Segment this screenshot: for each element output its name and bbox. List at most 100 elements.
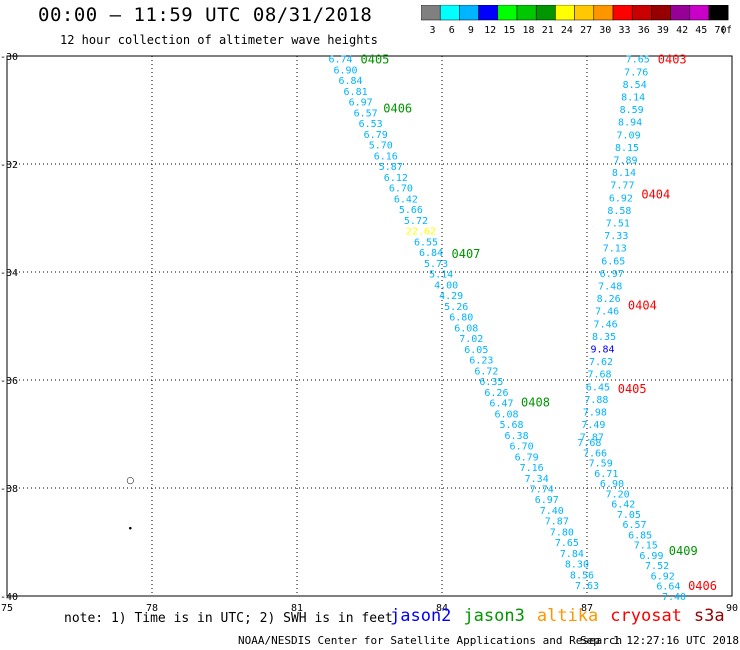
track-a-swh-value: 6.08 bbox=[494, 409, 518, 420]
track-a-swh-value: 6.72 bbox=[474, 366, 498, 377]
track-c-swh-value: 7.15 bbox=[634, 541, 658, 552]
colorbar-label-0: 3 bbox=[430, 25, 436, 36]
track-c-swh-value: 6.90 bbox=[600, 479, 624, 490]
colorbar-swatch-15 bbox=[708, 5, 729, 21]
track-a-swh-value: 7.80 bbox=[550, 527, 574, 538]
track-b-swh-value: 8.94 bbox=[618, 118, 642, 129]
track-a-swh-value: 6.38 bbox=[505, 431, 529, 442]
track-a-swh-value: 6.81 bbox=[344, 87, 368, 98]
x-tick-label: 87 bbox=[581, 603, 593, 614]
colorbar-label-12: 39 bbox=[657, 25, 669, 36]
track-a-swh-value: 6.84 bbox=[339, 76, 363, 87]
track-b-swh-value: 7.77 bbox=[610, 181, 634, 192]
credit-text: NOAA/NESDIS Center for Satellite Applica… bbox=[238, 634, 623, 647]
track-a-swh-value: 6.97 bbox=[349, 98, 373, 109]
plot-frame bbox=[6, 55, 733, 597]
track-c-swh-value: 6.57 bbox=[622, 520, 646, 531]
track-a-swh-value: 6.55 bbox=[414, 237, 438, 248]
track-b-swh-value: 7.46 bbox=[594, 319, 618, 330]
satellite-label-jason2: jason2 bbox=[390, 606, 452, 626]
track-a-swh-value: 7.87 bbox=[545, 517, 569, 528]
track-a-swh-value: 22.62 bbox=[406, 227, 436, 238]
track-c-time-label: 0406 bbox=[688, 579, 717, 593]
track-a-swh-value: 6.35 bbox=[479, 377, 503, 388]
track-a-swh-value: 6.79 bbox=[515, 452, 539, 463]
colorbar-label-2: 9 bbox=[468, 25, 474, 36]
track-c-time-label: 0409 bbox=[669, 544, 698, 558]
map-marker: • bbox=[128, 525, 133, 535]
track-a-swh-value: 6.16 bbox=[374, 151, 398, 162]
track-b-time-label: 0404 bbox=[628, 298, 657, 312]
track-b-swh-value: 7.88 bbox=[584, 395, 608, 406]
track-a-swh-value: 5.66 bbox=[399, 205, 423, 216]
track-a-swh-value: 7.16 bbox=[520, 463, 544, 474]
track-a-swh-value: 6.70 bbox=[510, 442, 534, 453]
track-a-swh-value: 6.26 bbox=[484, 388, 508, 399]
track-a-swh-value: 6.05 bbox=[464, 345, 488, 356]
track-c-swh-value: 6.92 bbox=[651, 571, 675, 582]
map-marker: ○ bbox=[126, 476, 134, 486]
track-b-swh-value: 8.35 bbox=[592, 332, 616, 343]
track-b-swh-value: 8.26 bbox=[597, 294, 621, 305]
x-tick-label: 90 bbox=[726, 603, 738, 614]
track-a-swh-value: 7.34 bbox=[525, 474, 549, 485]
track-c-swh-value: 6.64 bbox=[656, 582, 680, 593]
y-tick-label: -36 bbox=[0, 376, 18, 387]
track-a-swh-value: 7.84 bbox=[560, 549, 584, 560]
track-a-swh-value: 6.23 bbox=[469, 356, 493, 367]
y-tick-label: -34 bbox=[0, 268, 18, 279]
y-tick-label: -38 bbox=[0, 484, 18, 495]
track-b-swh-value: 7.09 bbox=[617, 130, 641, 141]
track-a-swh-value: 6.53 bbox=[359, 119, 383, 130]
footer-note: note: 1) Time is in UTC; 2) SWH is in fe… bbox=[64, 611, 393, 626]
track-a-swh-value: 4.29 bbox=[439, 291, 463, 302]
track-a-swh-value: 4.00 bbox=[434, 280, 458, 291]
colorbar-label-10: 33 bbox=[618, 25, 630, 36]
track-b-swh-value: 8.59 bbox=[620, 105, 644, 116]
track-b-swh-value: 7.89 bbox=[613, 156, 637, 167]
track-c-swh-value: 6.99 bbox=[639, 551, 663, 562]
colorbar-label-13: 42 bbox=[676, 25, 688, 36]
track-b-swh-value: 6.45 bbox=[586, 382, 610, 393]
track-a-swh-value: 5.68 bbox=[499, 420, 523, 431]
track-a-swh-value: 8.56 bbox=[570, 570, 594, 581]
track-b-swh-value: 7.48 bbox=[598, 282, 622, 293]
track-c-swh-value: 7.20 bbox=[606, 489, 630, 500]
y-tick-label: -30 bbox=[0, 52, 18, 63]
track-b-swh-value: 6.92 bbox=[609, 193, 633, 204]
track-b-swh-value: 7.98 bbox=[583, 408, 607, 419]
track-c-swh-value: 7.40 bbox=[662, 592, 686, 603]
colorbar-label-3: 12 bbox=[484, 25, 496, 36]
track-a-swh-value: 6.42 bbox=[394, 194, 418, 205]
colorbar-label-9: 30 bbox=[599, 25, 611, 36]
track-a-swh-value: 6.70 bbox=[389, 184, 413, 195]
generation-timestamp: Sep 1 12:27:16 UTC 2018 bbox=[580, 634, 739, 647]
track-a-swh-value: 7.74 bbox=[530, 484, 554, 495]
satellite-label-s3a: s3a bbox=[693, 606, 725, 626]
track-c-swh-value: 6.42 bbox=[611, 500, 635, 511]
track-a-swh-value: 6.84 bbox=[419, 248, 443, 259]
satellite-legend: jason2 jason3 altika cryosat s3a bbox=[390, 606, 737, 626]
track-b-swh-value: 7.46 bbox=[595, 307, 619, 318]
track-c-swh-value: 7.66 bbox=[583, 448, 607, 459]
track-b-swh-value: 7.33 bbox=[604, 231, 628, 242]
x-tick-label: 84 bbox=[436, 603, 448, 614]
track-c-swh-value: 7.68 bbox=[577, 438, 601, 449]
track-a-time-label: 0408 bbox=[521, 396, 550, 410]
track-a-swh-value: 6.74 bbox=[328, 55, 352, 66]
track-c-swh-value: 6.85 bbox=[628, 530, 652, 541]
track-b-swh-value: 9.84 bbox=[591, 345, 615, 356]
x-tick-label: 81 bbox=[291, 603, 303, 614]
colorbar-label-1: 6 bbox=[449, 25, 455, 36]
track-b-time-label: 0405 bbox=[618, 382, 647, 396]
satellite-label-cryosat: cryosat bbox=[610, 606, 682, 626]
track-a-swh-value: 7.63 bbox=[575, 581, 599, 592]
track-a-swh-value: 5.87 bbox=[379, 162, 403, 173]
track-c-swh-value: 7.05 bbox=[617, 510, 641, 521]
track-b-swh-value: 8.58 bbox=[607, 206, 631, 217]
track-a-swh-value: 6.57 bbox=[354, 108, 378, 119]
chart-title: 00:00 – 11:59 UTC 08/31/2018 bbox=[38, 4, 373, 26]
track-b-swh-value: 8.14 bbox=[612, 168, 636, 179]
track-b-swh-value: 6.65 bbox=[601, 256, 625, 267]
track-a-swh-value: 7.65 bbox=[555, 538, 579, 549]
